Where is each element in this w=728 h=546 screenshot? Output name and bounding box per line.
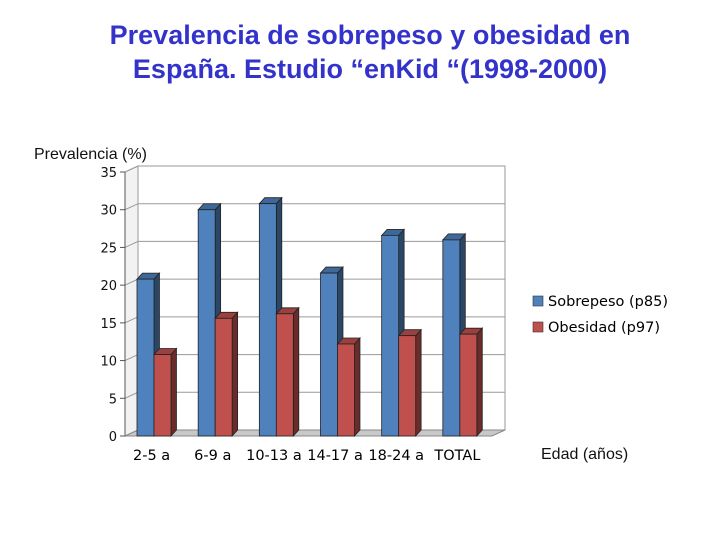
y-tick-label: 15 [100, 317, 117, 332]
x-axis-label: Edad (años) [541, 446, 629, 463]
x-tick-label: 18-24 a [368, 448, 424, 464]
legend-label: Sobrepeso (p85) [548, 294, 668, 310]
bar-front [275, 313, 294, 437]
bar-side [476, 327, 483, 438]
y-tick-label: 0 [109, 430, 117, 445]
bar-front [381, 234, 400, 437]
bar-front [153, 354, 172, 437]
bar-front [320, 272, 338, 437]
bar-front [337, 343, 355, 437]
legend-label: Obesidad (p97) [548, 320, 660, 336]
bar-front [136, 278, 155, 437]
legend-swatch [532, 321, 544, 333]
bar-front [214, 317, 233, 437]
bar-side [415, 328, 422, 438]
bar-front [398, 335, 417, 437]
bar-obesidad [275, 306, 300, 438]
bar-front [459, 333, 478, 437]
bar-side [292, 306, 300, 438]
gridline [124, 165, 505, 173]
y-tick-label: 30 [100, 204, 117, 219]
y-axis-label: Prevalencia (%) [34, 146, 147, 163]
bar-obesidad [153, 347, 178, 438]
bar-front [442, 239, 461, 437]
legend: Sobrepeso (p85) Obesidad (p97) [532, 294, 668, 336]
x-tick-label: 2-5 a [133, 448, 170, 464]
legend-swatch [532, 295, 544, 307]
bar-obesidad [214, 311, 239, 438]
y-tick-label: 20 [100, 279, 117, 294]
gridline [124, 203, 505, 211]
y-tick-label: 10 [100, 355, 117, 370]
y-tick-label: 35 [100, 166, 117, 181]
bar-side [170, 347, 177, 438]
x-tick-label: TOTAL [433, 448, 480, 464]
y-tick-label: 5 [109, 392, 117, 407]
x-tick-label: 6-9 a [194, 448, 231, 464]
bar-obesidad [336, 336, 361, 438]
chart-title: Prevalencia de sobrepeso y obesidad en E… [60, 18, 680, 86]
chart-title-line-2: España. Estudio “enKid “(1998-2000) [132, 54, 608, 84]
chart-title-line-1: Prevalencia de sobrepeso y obesidad en [109, 20, 631, 50]
x-tick-label: 10-13 a [246, 448, 302, 464]
bar-front [197, 209, 216, 437]
bar-front [258, 203, 277, 437]
x-tick-label: 14-17 a [307, 448, 363, 464]
bar-side [231, 311, 239, 438]
y-tick-label: 25 [100, 241, 117, 256]
bar-side [354, 336, 361, 438]
bar-obesidad [397, 328, 423, 438]
bar-obesidad [458, 327, 484, 438]
